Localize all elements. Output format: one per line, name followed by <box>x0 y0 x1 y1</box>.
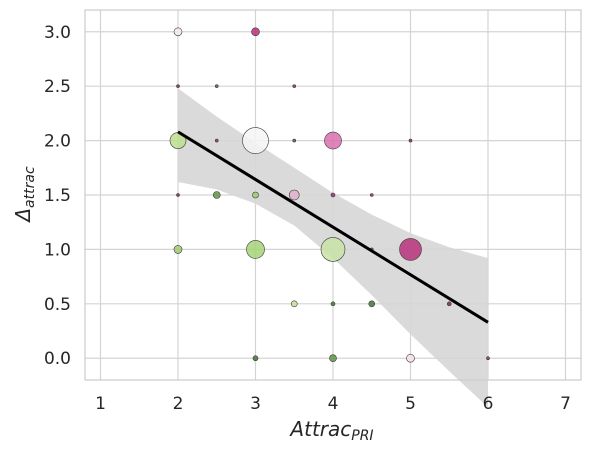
x-tick-label: 2 <box>173 394 184 414</box>
scatter-point <box>446 301 452 307</box>
regression-line <box>177 130 489 324</box>
plot-frame <box>84 9 582 381</box>
scatter-point <box>320 237 346 262</box>
scatter-point <box>252 191 259 199</box>
y-tick-label: 3.0 <box>44 23 71 43</box>
scatter-point <box>176 84 180 88</box>
y-tick-labels: 0.0 0.5 1.0 1.5 2.0 2.5 3.0 <box>44 23 71 369</box>
y-axis-label: Δattrac <box>11 166 38 224</box>
scatter-point <box>368 300 376 308</box>
scatter-point <box>212 191 221 199</box>
y-tick-label: 2.5 <box>44 77 71 97</box>
y-tick-label: 0.0 <box>44 349 71 369</box>
scatter-point <box>251 27 260 37</box>
x-axis-label: AttracPRI <box>288 417 373 444</box>
scatter-point <box>324 131 342 150</box>
x-tick-label: 7 <box>560 394 571 414</box>
scatter-point <box>329 354 337 363</box>
scatter-point <box>173 27 183 37</box>
scatter-point <box>406 353 415 363</box>
scatter-point <box>214 138 219 143</box>
x-tick-labels: 1 2 3 4 5 6 7 <box>95 394 571 414</box>
scatter-point <box>214 84 219 88</box>
x-tick-label: 5 <box>405 394 416 414</box>
scatter-point <box>486 356 490 361</box>
scatter-point <box>288 189 300 201</box>
scatter-point <box>176 193 180 197</box>
scatter-point <box>330 301 336 307</box>
x-tick-label: 3 <box>250 394 261 414</box>
regression-layer <box>177 130 489 324</box>
y-tick-label: 1.5 <box>44 186 71 206</box>
x-tick-label: 6 <box>483 394 494 414</box>
scatter-point <box>173 245 183 254</box>
scatter-point <box>246 240 265 259</box>
scatter-point <box>408 138 413 143</box>
y-tick-label: 1.0 <box>44 240 71 260</box>
scatter-point <box>242 127 269 154</box>
scatter-point <box>252 355 259 362</box>
x-tick-label: 1 <box>95 394 106 414</box>
scatter-point <box>369 193 374 197</box>
points-layer <box>169 27 490 363</box>
y-tick-label: 0.5 <box>44 295 71 315</box>
x-tick-label: 4 <box>328 394 339 414</box>
grid-lines <box>85 10 581 380</box>
y-tick-label: 2.0 <box>44 132 71 152</box>
scatter-point <box>399 238 422 261</box>
scatter-point <box>330 192 336 198</box>
scatter-point <box>292 138 297 143</box>
scatter-point <box>292 84 297 88</box>
scatter-point <box>290 300 298 308</box>
